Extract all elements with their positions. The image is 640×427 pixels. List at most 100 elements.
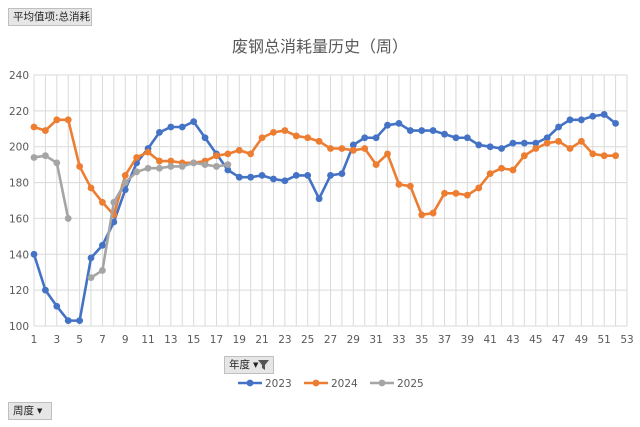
data-point [509,139,517,147]
data-point [110,198,118,206]
data-point [498,164,505,172]
data-point [64,215,72,222]
data-point [224,150,232,158]
data-point [258,134,266,142]
data-point [429,209,437,217]
y-tick-label: 240 [9,70,29,82]
data-point [338,145,346,152]
data-point [304,172,312,179]
x-tick-label: 35 [415,334,428,346]
data-point [520,152,528,160]
data-point [612,152,619,160]
x-tick-label: 7 [99,334,106,346]
x-tick-label: 1 [31,334,38,346]
gridlines [33,74,628,327]
data-point [349,141,357,149]
data-point [441,189,448,197]
data-point [327,145,334,152]
dropdown-arrow-icon: ▼ [253,361,259,369]
data-point [201,161,209,169]
legend-item-2024: 2024 [304,378,358,390]
data-point [167,157,175,165]
data-point [395,180,403,188]
filter-icon [258,360,269,370]
x-axis-labels: 1 3 5 7 9 11 13 15 17 19 21 23 25 27 29 31 33 35 37 39 41 43 4… [31,334,634,346]
y-tick-label: 140 [9,249,29,261]
data-point [532,145,540,152]
data-point [384,150,391,158]
data-point [42,286,49,294]
data-point [224,161,232,169]
data-point [292,172,300,179]
dropdown-arrow-icon: ▼ [37,407,43,415]
data-point [167,123,175,131]
data-point [600,111,608,118]
x-tick-label: 19 [233,334,246,346]
value-field-button[interactable]: 平均值项:总消耗 [8,8,92,26]
data-point [600,152,608,160]
x-tick-label: 41 [483,334,496,346]
data-point [452,134,460,142]
data-point [612,120,619,127]
data-point [53,159,61,167]
data-point [475,141,483,149]
x-tick-label: 33 [392,334,405,346]
data-point [384,121,391,129]
data-point [509,166,517,174]
x-tick-label: 21 [255,334,268,346]
data-point [292,132,300,140]
data-point [156,157,163,165]
legend-marker [246,379,254,387]
x-tick-label: 25 [301,334,314,346]
data-point [395,120,403,127]
data-point [566,116,574,124]
data-point [99,267,106,274]
data-point [406,127,414,134]
data-point [589,112,597,120]
data-point [190,118,198,126]
y-tick-label: 120 [9,285,29,297]
data-point [178,163,186,170]
chart-title: 废钢总消耗量历史（周） [232,37,408,56]
year-filter-label: 年度 [229,359,250,371]
y-tick-label: 100 [9,321,29,333]
y-tick-label: 200 [9,142,29,154]
data-point [144,164,152,172]
data-point [281,177,289,185]
data-point [64,317,72,325]
series-lines [30,111,619,325]
data-point [99,198,106,206]
x-tick-label: 51 [598,334,611,346]
week-filter-label: 周度 [13,405,34,417]
data-point [361,145,369,152]
legend-marker [378,379,386,387]
data-point [577,137,585,145]
data-point [304,134,312,142]
data-point [76,317,84,325]
data-point [429,127,437,134]
data-point [224,166,232,174]
data-point [520,139,528,147]
data-point [543,139,551,147]
data-point [327,172,334,179]
data-point [30,154,38,161]
data-point [463,191,471,199]
x-tick-label: 27 [324,334,337,346]
year-filter-button[interactable]: 年度 ▼ [224,356,274,374]
data-point [577,116,585,124]
data-point [121,172,129,179]
x-tick-label: 53 [620,334,633,346]
data-point [418,127,426,134]
data-point [406,182,414,190]
data-point [144,148,152,156]
data-point [315,195,323,203]
y-tick-label: 160 [9,213,29,225]
data-point [99,241,106,249]
data-point [121,179,129,186]
data-point [213,163,220,170]
y-axis-labels: 100 120 140 160 180 200 220 240 [9,70,29,333]
week-filter-button[interactable]: 周度 ▼ [8,402,52,420]
legend[interactable]: 2023 2024 2025 [238,378,424,390]
legend-marker [312,379,320,387]
data-point [156,128,163,136]
